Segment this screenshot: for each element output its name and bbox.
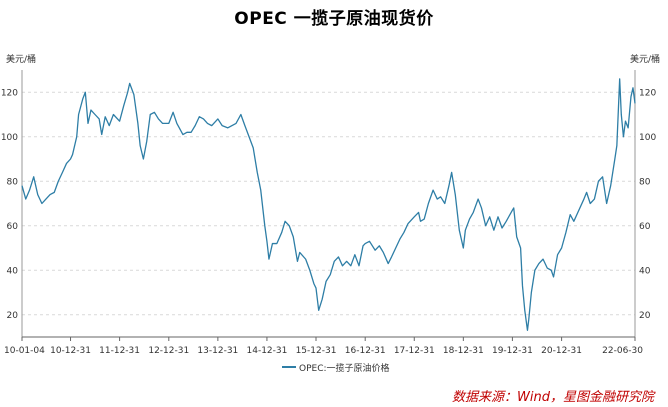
right-y-axis-ticks: 20 40 60 80 100 120	[639, 88, 656, 321]
x-axis-ticks: 10-01-04 10-12-31 11-12-31 12-12-31 13-12-31…	[4, 337, 643, 356]
y-tick-label-left: 20	[7, 311, 19, 321]
chart-title: OPEC 一揽子原油现货价	[234, 9, 434, 29]
data-source-note: 数据来源：Wind，星图金融研究院	[452, 390, 654, 405]
y-tick-label-right: 60	[639, 222, 651, 232]
series-line-opec-basket	[21, 78, 636, 331]
x-tick-label: 11-12-31	[99, 346, 140, 356]
y-tick-label-right: 20	[639, 311, 651, 321]
x-tick-label: 10-12-31	[50, 346, 91, 356]
legend-label: OPEC:一揽子原油价格	[299, 362, 390, 374]
left-y-axis-ticks: 20 40 60 80 100 120	[1, 88, 18, 321]
x-tick-label: 20-12-31	[541, 346, 582, 356]
x-tick-label: 10-01-04	[4, 346, 45, 356]
y-tick-label-left: 80	[7, 177, 19, 187]
x-tick-label: 12-12-31	[148, 346, 189, 356]
y-tick-label-right: 100	[639, 133, 656, 143]
y-tick-label-left: 100	[1, 133, 18, 143]
x-tick-label: 22-06-30	[602, 346, 643, 356]
y-tick-label-left: 60	[7, 222, 19, 232]
x-tick-label: 15-12-31	[296, 346, 337, 356]
right-axis-unit: 美元/桶	[630, 53, 660, 65]
legend: OPEC:一揽子原油价格	[282, 362, 390, 374]
x-tick-label: 14-12-31	[247, 346, 288, 356]
y-tick-label-right: 80	[639, 177, 651, 187]
y-tick-label-right: 40	[639, 266, 651, 276]
x-tick-label: 17-12-31	[394, 346, 435, 356]
y-tick-label-left: 120	[1, 88, 18, 98]
x-tick-label: 18-12-31	[443, 346, 484, 356]
chart-grid	[22, 91, 635, 316]
x-tick-label: 13-12-31	[197, 346, 238, 356]
left-axis-unit: 美元/桶	[6, 53, 36, 65]
x-tick-label: 16-12-31	[345, 346, 386, 356]
y-tick-label-right: 120	[639, 88, 656, 98]
y-tick-label-left: 40	[7, 266, 19, 276]
x-tick-label: 19-12-31	[492, 346, 533, 356]
